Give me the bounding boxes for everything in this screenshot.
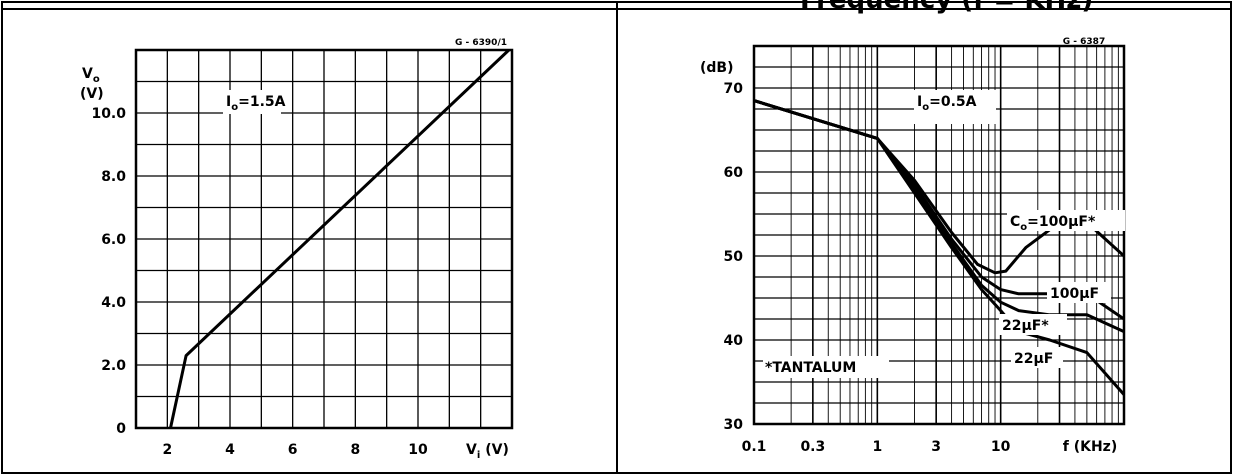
y-tick-label: 2.0 xyxy=(101,358,126,374)
x-tick-label: 6 xyxy=(288,442,298,458)
plot-border xyxy=(134,48,514,430)
x-tick-label: 0.3 xyxy=(800,439,825,455)
y-tick-label: 10.0 xyxy=(91,106,126,122)
right-y-axis-label: (dB) xyxy=(700,60,734,76)
series-line xyxy=(753,99,1126,396)
right-series xyxy=(753,99,1126,396)
y-tick-label: 40 xyxy=(724,333,744,349)
series-label: 22µF xyxy=(1014,351,1053,367)
right-x-axis-label: f (KHz) xyxy=(1063,439,1117,455)
series-line xyxy=(753,99,1126,275)
y-tick-label: 4.0 xyxy=(101,295,126,311)
output-voltage-chart: 2 4 6 8 10 0 2.0 4.0 6.0 8.0 10.0 Io=1.5A G - 6390… xyxy=(80,38,514,461)
left-tick-labels: 2 4 6 8 10 0 2.0 4.0 6.0 8.0 10.0 xyxy=(91,106,428,458)
y-tick-label: 6.0 xyxy=(101,232,126,248)
right-figure-code: G - 6387 xyxy=(1063,37,1105,47)
left-grid xyxy=(134,48,514,430)
x-tick-label: 0.1 xyxy=(742,439,767,455)
right-note-bg xyxy=(763,356,889,378)
left-y-axis-unit: (V) xyxy=(80,86,104,102)
y-tick-label: 50 xyxy=(724,249,744,265)
series-label-bg xyxy=(1007,210,1125,231)
series-line xyxy=(169,48,510,429)
y-tick-label: 8.0 xyxy=(101,169,126,185)
series-label: Co=100µF* xyxy=(1010,214,1096,233)
left-y-axis-label: Vo xyxy=(82,66,100,85)
x-tick-label: 1 xyxy=(872,439,882,455)
y-tick-label: 30 xyxy=(724,417,744,433)
series-label: 22µF* xyxy=(1002,318,1049,334)
right-tick-labels: 0.1 0.3 1 3 10 30 40 50 60 70 xyxy=(724,81,1011,455)
left-annotation: Io=1.5A xyxy=(226,94,286,113)
left-figure-code: G - 6390/1 xyxy=(455,38,507,48)
left-series xyxy=(169,48,510,429)
left-x-axis-label: Vi (V) xyxy=(466,442,509,461)
left-annotation-bg xyxy=(223,90,281,114)
x-tick-label: 10 xyxy=(408,442,428,458)
series-label-bg xyxy=(1011,347,1063,368)
series-label-bg xyxy=(1047,282,1111,303)
x-tick-label: 3 xyxy=(931,439,941,455)
y-tick-label: 60 xyxy=(724,165,744,181)
plot-border xyxy=(752,44,1126,426)
right-annotation: Io=0.5A xyxy=(917,94,977,113)
right-annotation-bg xyxy=(914,90,996,124)
x-tick-label: 2 xyxy=(162,442,172,458)
x-tick-label: 10 xyxy=(991,439,1011,455)
y-tick-label: 70 xyxy=(724,81,744,97)
x-tick-label: 8 xyxy=(350,442,360,458)
y-tick-label: 0 xyxy=(116,421,126,437)
x-tick-label: 4 xyxy=(225,442,235,458)
tantalum-note: *TANTALUM xyxy=(765,360,856,376)
header-title: Frequency (f = KHz) xyxy=(800,0,1093,15)
series-label-bg xyxy=(999,314,1067,335)
series-label: 100µF xyxy=(1050,286,1099,302)
